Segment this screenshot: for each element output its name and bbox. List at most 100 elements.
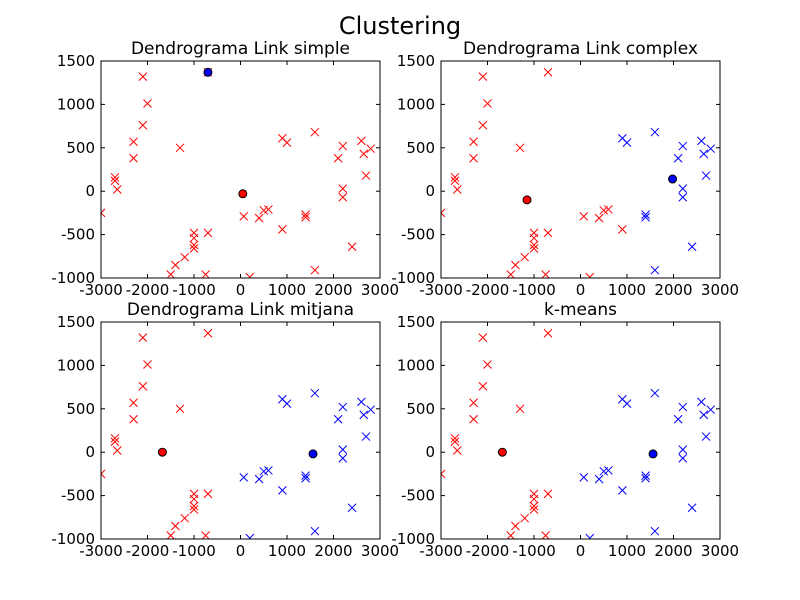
data-point-stroke — [333, 153, 343, 163]
centroid-point — [203, 67, 213, 77]
data-point-stroke — [138, 381, 148, 391]
data-point-stroke — [441, 469, 446, 475]
data-point-stroke — [338, 141, 348, 151]
data-point-x — [450, 437, 460, 447]
data-point-stroke — [101, 208, 106, 214]
data-point-stroke — [541, 270, 550, 278]
data-point-x — [110, 433, 120, 443]
data-point-stroke — [347, 503, 357, 513]
data-point-x — [180, 513, 190, 523]
data-point-stroke — [511, 521, 520, 531]
data-point-x — [166, 270, 176, 278]
data-point-x — [301, 473, 310, 483]
data-point-x — [483, 99, 492, 108]
data-point-x — [201, 270, 210, 278]
data-point-stroke — [361, 171, 371, 180]
data-point-x — [478, 333, 488, 342]
data-point-x — [622, 138, 632, 147]
data-point-stroke — [171, 521, 180, 531]
data-point-stroke — [248, 272, 255, 278]
data-point-x — [338, 141, 348, 151]
data-point-stroke — [650, 127, 660, 137]
data-point-x — [264, 466, 273, 475]
y-tick-label: 500 — [406, 400, 435, 418]
data-point-x — [129, 398, 138, 408]
data-point-x — [673, 414, 683, 424]
data-point-x — [469, 398, 478, 408]
data-point-stroke — [699, 410, 709, 420]
data-point-stroke — [282, 399, 292, 408]
data-point-stroke — [310, 265, 320, 275]
data-point-stroke — [641, 212, 650, 222]
data-point-stroke — [617, 394, 627, 404]
data-point-stroke — [579, 212, 589, 221]
y-tick-label: 1000 — [57, 95, 95, 113]
data-point-stroke — [678, 402, 688, 412]
data-point-stroke — [622, 138, 632, 147]
plot-frame — [440, 321, 721, 540]
data-point-x — [678, 453, 688, 463]
data-point-stroke — [678, 445, 688, 454]
data-point-stroke — [697, 397, 706, 407]
data-point-stroke — [469, 414, 478, 424]
data-point-stroke — [506, 270, 516, 278]
data-point-x — [203, 328, 213, 338]
data-point-stroke — [166, 531, 176, 539]
data-point-x — [175, 143, 185, 153]
plot-area — [101, 61, 380, 278]
data-point-x — [357, 136, 366, 146]
data-point-stroke — [452, 185, 462, 194]
data-point-x — [301, 212, 310, 222]
data-point-x — [101, 208, 106, 218]
data-point-stroke — [180, 513, 190, 523]
data-point-stroke — [138, 333, 148, 342]
x-tick-label: 0 — [236, 281, 246, 299]
x-tick-label: 0 — [576, 542, 586, 560]
data-point-x — [338, 402, 348, 412]
data-point-stroke — [506, 531, 516, 539]
data-point-stroke — [357, 136, 366, 146]
data-point-x — [622, 399, 632, 408]
data-point-x — [143, 360, 152, 369]
data-point-x — [189, 244, 199, 253]
y-tick-label: 1000 — [57, 356, 95, 374]
data-point-stroke — [529, 505, 539, 514]
data-point-x — [277, 486, 287, 495]
centroid-point — [497, 447, 507, 457]
data-point-x — [650, 127, 660, 137]
subplot-1: Dendrograma Link simple-3000 -2000 -1000 0 1… — [51, 39, 399, 299]
y-tick-label: 0 — [85, 443, 95, 461]
data-point-stroke — [469, 398, 478, 408]
data-point-stroke — [143, 360, 152, 369]
subplot-4: k-means-3000 -2000 -1000 0 1000 2000 3000-1000… — [391, 300, 739, 560]
data-point-stroke — [678, 141, 688, 151]
data-point-stroke — [203, 328, 213, 338]
data-point-x — [171, 521, 180, 531]
data-point-x — [245, 272, 255, 278]
data-point-stroke — [450, 433, 460, 443]
data-point-x — [338, 184, 348, 193]
data-point-x — [673, 153, 683, 163]
data-point-x — [138, 72, 148, 81]
x-tick-label: 1000 — [268, 542, 306, 560]
x-tick-label: 2000 — [654, 281, 692, 299]
data-point-stroke — [301, 473, 310, 483]
data-point-x — [166, 531, 176, 539]
data-point-stroke — [529, 244, 539, 253]
data-point-stroke — [138, 120, 148, 130]
x-tick-label: -1000 — [172, 281, 216, 299]
data-point-x — [277, 225, 287, 234]
data-point-x — [189, 505, 199, 514]
data-point-x — [129, 153, 138, 163]
data-point-x — [189, 501, 199, 511]
data-point-stroke — [594, 213, 604, 223]
data-point-x — [180, 252, 190, 262]
data-point-stroke — [338, 184, 348, 193]
data-point-stroke — [189, 233, 199, 243]
data-point-stroke — [441, 208, 446, 214]
data-point-stroke — [129, 153, 138, 163]
data-point-x — [641, 471, 650, 480]
x-tick-label: -1000 — [512, 542, 556, 560]
data-point-x — [697, 397, 706, 407]
data-point-stroke — [478, 72, 488, 81]
